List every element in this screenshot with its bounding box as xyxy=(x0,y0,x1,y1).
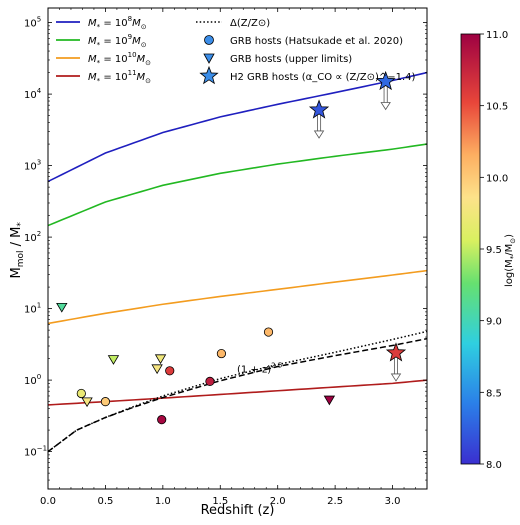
upper-limit-arrow xyxy=(313,111,325,139)
plot-background xyxy=(48,8,427,489)
y-tick-label: 102 xyxy=(24,230,41,244)
colorbar: 8.0 8.5 9.0 9.5 10.0 10.5 11.0 log(M*/M⊙) xyxy=(460,30,517,471)
colorbar-tick-label: 9.0 xyxy=(486,317,502,328)
y-tick-label: 10−1 xyxy=(24,445,47,459)
annotation-1pz-label: (1 + z)2.5 xyxy=(237,361,282,375)
legend-line-label: M* = 108M⊙ xyxy=(88,15,147,31)
grb-host-point xyxy=(263,327,274,337)
legend-marker-label: Δ(Z/Z⊙) xyxy=(230,18,270,29)
colorbar-tick-label: 11.0 xyxy=(486,30,508,41)
legend-line-label: M* = 1010M⊙ xyxy=(88,51,151,67)
h2-grb-host-star xyxy=(385,342,407,362)
y-tick-label: 101 xyxy=(24,302,41,316)
legend-marker-label: GRB hosts (Hatsukade et al. 2020) xyxy=(230,36,403,47)
legend: M* = 108M⊙ M* = 109M⊙ M* = 1010M⊙ M* = 1011… xyxy=(56,15,416,85)
series-points: (1 + z)2.5 xyxy=(56,70,407,425)
series-line-5 xyxy=(48,337,427,453)
grb-host-point xyxy=(100,397,111,407)
colorbar-gradient xyxy=(460,33,481,465)
legend-star-swatch xyxy=(199,65,219,85)
upper-limit-arrow xyxy=(390,354,402,382)
colorbar-tick-label: 10.0 xyxy=(486,173,508,184)
grb-upper-limit-point xyxy=(323,395,336,406)
x-tick-label: 1.5 xyxy=(212,496,228,507)
colorbar-label: log(M*/M⊙) xyxy=(504,234,517,287)
grb-host-point xyxy=(76,388,86,399)
grb-host-point xyxy=(205,376,215,386)
y-axis-label-group: Mmol / M* xyxy=(9,222,26,279)
legend-circle-swatch xyxy=(204,35,214,45)
h2-grb-host-star xyxy=(308,99,330,119)
grb-host-point xyxy=(165,366,175,376)
series-line-3 xyxy=(48,379,427,406)
axes: 0.0 0.5 1.0 1.5 2.0 2.5 3.0 10−1 100 101 102 103 104… xyxy=(9,7,428,518)
legend-line-label: M* = 1011M⊙ xyxy=(88,69,151,85)
colorbar-tick-label: 10.5 xyxy=(486,102,508,113)
x-tick-label: 0.5 xyxy=(97,496,113,507)
x-axis-label: Redshift (z) xyxy=(201,503,275,518)
legend-triangle-swatch xyxy=(203,53,215,64)
legend-marker-label: GRB hosts (upper limits) xyxy=(230,54,352,65)
series-line-2 xyxy=(48,269,427,325)
colorbar-tick-label: 9.5 xyxy=(486,245,502,256)
series-line-1 xyxy=(48,143,427,227)
legend-line-label: M* = 109M⊙ xyxy=(88,33,147,49)
grb-upper-limit-point xyxy=(154,354,167,365)
colorbar-tick-label: 8.5 xyxy=(486,388,502,399)
grb-upper-limit-point xyxy=(81,397,93,408)
grb-upper-limit-point xyxy=(56,302,68,313)
x-tick-label: 2.0 xyxy=(270,496,286,507)
y-tick-label: 100 xyxy=(24,373,41,387)
plot-area xyxy=(48,8,427,489)
legend-marker-label: H2 GRB hosts (α_CO ∝ (Z/Z⊙)^−1.4) xyxy=(230,72,416,83)
y-tick-label: 103 xyxy=(24,159,41,173)
y-tick-label: 104 xyxy=(24,87,42,101)
y-axis-label: Mmol / M* xyxy=(9,222,26,279)
x-tick-label: 2.5 xyxy=(327,496,343,507)
grb-host-point xyxy=(157,415,167,425)
grb-upper-limit-point xyxy=(107,355,120,365)
x-tick-label: 3.0 xyxy=(385,496,401,507)
y-tick-label: 105 xyxy=(24,16,41,30)
x-tick-label: 0.0 xyxy=(40,496,56,507)
x-tick-label: 1.0 xyxy=(155,496,171,507)
axes-frame xyxy=(47,7,428,490)
grb-upper-limit-point xyxy=(151,364,163,375)
colorbar-label-group: log(M*/M⊙) xyxy=(504,234,517,287)
grb-host-point xyxy=(216,348,227,359)
colorbar-tick-label: 8.0 xyxy=(486,460,502,471)
h2-grb-host-star xyxy=(375,70,396,91)
